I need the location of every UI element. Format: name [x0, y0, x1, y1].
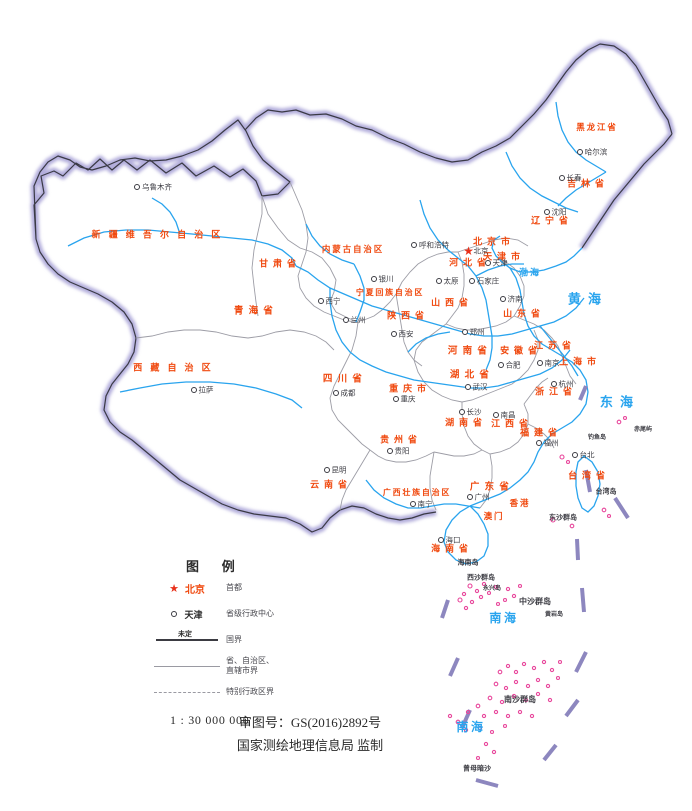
city-circle-icon: [466, 494, 473, 500]
footer-authority: 国家测绘地理信息局 监制: [236, 737, 384, 753]
legend-symbol-capital-star: ★ 北京: [148, 575, 226, 601]
city-circle-icon: [461, 329, 468, 335]
city-circle-icon: [535, 440, 542, 446]
legend-sample-beijing: 北京: [184, 584, 205, 596]
city-circle-icon: [323, 467, 330, 473]
island-reef-marks: [447, 415, 628, 761]
thin-line-icon: [154, 665, 220, 667]
legend: 图 例 ★ 北京 首都 天津 省级行政中心 未定 国界: [148, 556, 398, 728]
city-circle-icon: [464, 384, 471, 390]
city-circle-icon: [437, 537, 444, 543]
rivers: [67, 101, 607, 509]
national-border: [33, 43, 673, 533]
city-circle-icon: [484, 260, 491, 266]
city-circle-icon: [435, 278, 442, 284]
city-circle-icon: [134, 184, 140, 190]
legend-desc-province-border: 省、自治区、 直辖市界: [226, 656, 274, 675]
city-circle-icon: [342, 317, 349, 323]
dashed-line-icon: [154, 691, 220, 693]
coastline: [443, 235, 589, 565]
legend-sample-tianjin: 天津: [184, 610, 203, 621]
taiwan-island: [575, 455, 601, 513]
legend-desc-national-border: 国界: [226, 635, 242, 644]
legend-symbol-sar-border-line: [148, 679, 226, 705]
city-circle-icon: [543, 209, 550, 215]
city-circle-icon: [468, 278, 475, 284]
city-circle-icon: [390, 331, 397, 337]
city-circle-icon: [492, 412, 499, 418]
map-footer: 审图号：GS(2016)2892号 国家测绘地理信息局 监制: [150, 712, 470, 758]
city-circle-icon: [411, 242, 417, 248]
legend-symbol-province-border-line: [148, 653, 226, 679]
legend-row-province-border: 省、自治区、 直辖市界: [148, 653, 398, 679]
legend-row-capital: ★ 北京 首都: [148, 575, 398, 601]
province-borders: [135, 181, 577, 511]
legend-desc-province-center: 省级行政中心: [226, 609, 274, 618]
legend-row-national-border: 未定 国界: [148, 627, 398, 653]
map-scale: 1 : 30 000 000: [170, 713, 250, 727]
city-circle-icon: [497, 362, 504, 368]
city-circle-icon: [370, 276, 377, 282]
city-circle-icon: [571, 452, 578, 458]
legend-row-sar-border: 特别行政区界: [148, 679, 398, 705]
legend-title: 图 例: [186, 560, 244, 575]
city-circle-icon: [558, 175, 565, 181]
legend-sample-undetermined: 未定: [178, 630, 192, 638]
city-circle-icon: [386, 448, 393, 454]
circle-icon: [171, 611, 178, 617]
city-circle-icon: [536, 360, 543, 366]
city-circle-icon: [332, 390, 339, 396]
city-circle-icon: [576, 149, 583, 155]
star-icon: ★: [169, 581, 179, 595]
legend-desc-sar-border: 特别行政区界: [226, 687, 274, 696]
legend-row-province-center: 天津 省级行政中心: [148, 601, 398, 627]
national-border-glow: [30, 40, 676, 536]
legend-symbol-national-border-line: 未定: [148, 627, 226, 653]
solid-line-icon: [156, 639, 218, 641]
legend-desc-capital: 首都: [226, 583, 242, 592]
capital-star-icon: ★: [463, 244, 474, 258]
footer-review-number: 审图号：GS(2016)2892号: [238, 715, 382, 730]
city-circle-icon: [317, 298, 324, 304]
city-circle-icon: [190, 387, 197, 393]
city-circle-icon: [409, 501, 416, 507]
city-circle-icon: [499, 296, 506, 302]
city-circle-icon: [458, 409, 465, 415]
city-circle-icon: [550, 381, 557, 387]
city-circle-icon: [392, 396, 399, 402]
legend-symbol-city-circle: 天津: [148, 601, 226, 627]
